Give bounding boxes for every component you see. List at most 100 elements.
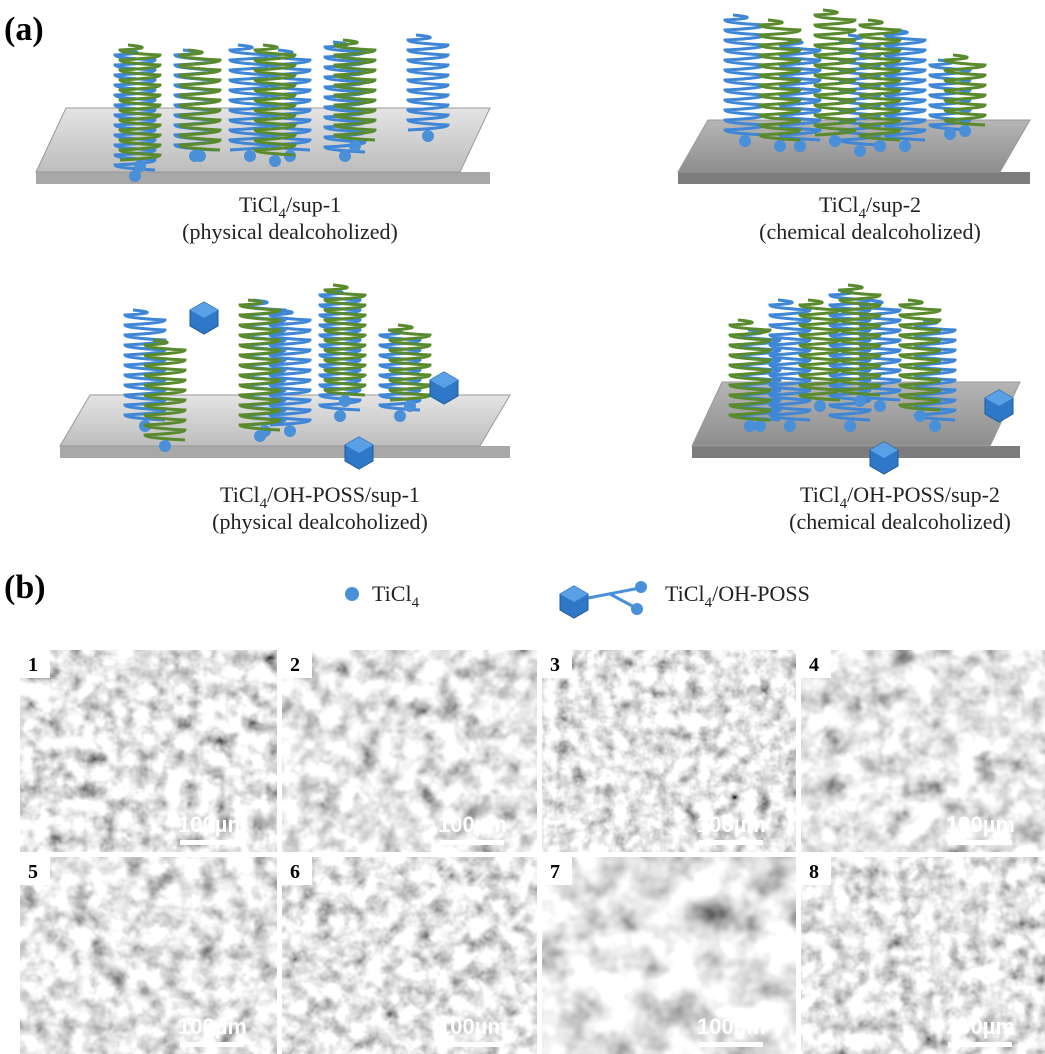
ti-site <box>394 410 406 422</box>
scale-label: 100µm <box>946 1014 1015 1039</box>
scheme: TiCl4/sup-1(physical dealcoholized) <box>36 35 490 244</box>
micrograph: 5100µm <box>20 857 277 1054</box>
ti-site <box>194 150 206 162</box>
formula-base: TiCl <box>819 192 859 217</box>
micrograph-label: 6 <box>290 861 300 883</box>
legend-dot <box>635 581 647 593</box>
ti-site <box>874 140 886 152</box>
support-edge <box>60 446 510 458</box>
ti-site <box>334 410 346 422</box>
formula: TiCl4/sup-1 <box>239 192 341 222</box>
ti-site <box>899 140 911 152</box>
scale-label: 100µm <box>178 812 247 837</box>
scheme-method: (physical dealcoholized) <box>182 219 398 244</box>
micrograph-label: 2 <box>290 654 300 676</box>
formula-rest: /sup-1 <box>286 192 341 217</box>
legend-dot <box>345 587 359 601</box>
scale-bar <box>699 1042 763 1047</box>
ti-site <box>349 140 361 152</box>
ti-site <box>244 150 256 162</box>
scale-label: 100µm <box>697 1014 766 1039</box>
micrograph: 6 100µm <box>282 857 537 1054</box>
ti-site <box>284 425 296 437</box>
scheme-method: (physical dealcoholized) <box>212 509 428 534</box>
micrograph-label: 1 <box>28 654 38 676</box>
micrograph-label: 3 <box>550 654 560 676</box>
ti-site <box>134 160 146 172</box>
schemes: TiCl4/sup-1(physical dealcoholized)TiCl4… <box>36 10 1030 534</box>
ti-site <box>914 410 926 422</box>
micrograph-label: 8 <box>809 861 819 883</box>
scheme: TiCl4/OH-POSS/sup-1(physical dealcoholiz… <box>60 285 510 534</box>
ti-site <box>339 150 351 162</box>
scheme-method: (chemical dealcoholized) <box>789 509 1011 534</box>
ti-site <box>874 400 886 412</box>
formula: TiCl4/sup-2 <box>819 192 921 222</box>
micrograph: 8 100µm <box>801 857 1045 1054</box>
scale-bar <box>180 840 244 845</box>
scale-bar <box>180 1042 244 1047</box>
ti-site <box>829 135 841 147</box>
formula-rest: /sup-2 <box>866 192 921 217</box>
ti-site <box>794 140 806 152</box>
ti-site <box>844 420 856 432</box>
ti-site <box>254 430 266 442</box>
formula-rest: /OH-POSS/sup-1 <box>267 482 420 507</box>
formula: TiCl4/OH-POSS/sup-1 <box>220 482 420 512</box>
micrograph: 7 100µm <box>542 857 796 1054</box>
panel-label: (a) <box>4 11 44 48</box>
formula-base: TiCl <box>239 192 279 217</box>
formula: TiCl4/OH-POSS/sup-2 <box>800 482 1000 512</box>
ti-site <box>814 400 826 412</box>
ti-site <box>744 420 756 432</box>
formula-sub: 4 <box>412 595 420 611</box>
scale-bar <box>440 840 504 845</box>
support-edge <box>36 172 490 184</box>
micrograph-label: 7 <box>550 861 560 883</box>
legend: TiCl4TiCl4/OH-POSS <box>345 581 810 618</box>
ti-site <box>774 140 786 152</box>
ti-site <box>422 130 434 142</box>
ti-site <box>339 395 351 407</box>
ti-site <box>929 420 941 432</box>
ti-site <box>854 395 866 407</box>
support-edge <box>678 172 1030 184</box>
ti-site <box>854 145 866 157</box>
scale-bar <box>948 1042 1012 1047</box>
micrograph: 4 100µm <box>801 650 1045 852</box>
ti-site <box>159 440 171 452</box>
micrograph: 1 100µm <box>20 650 277 852</box>
formula-base: TiCl <box>800 482 840 507</box>
scale-bar <box>440 1042 504 1047</box>
chain <box>390 325 430 400</box>
ti-site <box>944 128 956 140</box>
formula-rest: /OH-POSS <box>712 581 810 606</box>
scale-bar <box>699 840 763 845</box>
scale-bar <box>948 840 1012 845</box>
formula-rest: /OH-POSS/sup-2 <box>847 482 1000 507</box>
scale-label: 100µm <box>697 812 766 837</box>
micrographs: 1100µm2100µm3100µm4100µm5100µm6100µm7100… <box>20 650 1045 1054</box>
formula-base: TiCl <box>220 482 260 507</box>
scale-label: 100µm <box>438 1014 507 1039</box>
legend-dot <box>631 603 643 615</box>
ti-site <box>404 400 416 412</box>
chain <box>815 10 855 135</box>
panel-label: (b) <box>4 569 46 606</box>
ti-site <box>739 135 751 147</box>
micrograph: 3 100µm <box>542 650 796 852</box>
formula-base: TiCl <box>665 581 705 606</box>
scheme-method: (chemical dealcoholized) <box>759 219 981 244</box>
ti-site <box>269 155 281 167</box>
formula-base: TiCl <box>372 581 412 606</box>
figure: (a) (b) TiCl4/sup-1(physical dealcoholiz… <box>0 0 1045 1054</box>
scale-label: 100µm <box>178 1014 247 1039</box>
scheme: TiCl4/OH-POSS/sup-2(chemical dealcoholiz… <box>692 285 1020 534</box>
legend-branch <box>588 588 640 608</box>
ti-site <box>959 125 971 137</box>
formula: TiCl4/OH-POSS <box>665 581 810 611</box>
scale-label: 100µm <box>438 812 507 837</box>
scale-label: 100µm <box>946 812 1015 837</box>
micrograph: 2 100µm <box>282 650 537 852</box>
micrograph-label: 4 <box>809 654 819 676</box>
